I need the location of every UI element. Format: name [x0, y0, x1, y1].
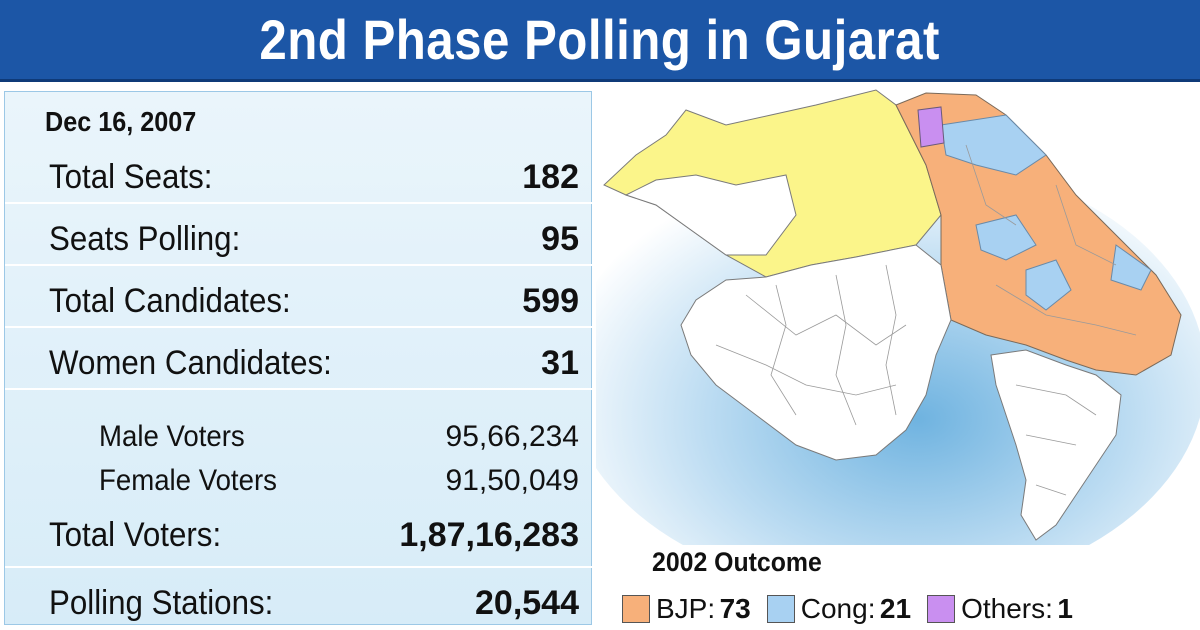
stat-label: Seats Polling: [49, 220, 241, 258]
region-cong-1 [940, 114, 1047, 176]
stat-label: Women Candidates: [49, 344, 332, 382]
legend: BJP: 73 Cong: 21 Others: 1 [622, 591, 1200, 627]
region-saurashtra [680, 244, 952, 461]
stat-value: 95,66,234 [445, 420, 579, 453]
stat-label: Total Seats: [49, 158, 213, 196]
region-cong-4 [1110, 244, 1152, 291]
region-cong-3 [1025, 259, 1072, 311]
gujarat-map [596, 85, 1200, 630]
legend-item-bjp: BJP: 73 [622, 593, 751, 625]
stat-label: Male Voters [99, 420, 245, 453]
region-cong-2 [975, 214, 1037, 261]
stat-row-male-voters: Male Voters 95,66,234 [5, 418, 593, 456]
stat-row-polling-stations: Polling Stations: 20,544 [5, 576, 593, 630]
map-graphic [596, 89, 1200, 545]
stat-value: 91,50,049 [445, 464, 579, 497]
legend-item-others: Others: 1 [927, 593, 1073, 625]
stat-value: 31 [541, 344, 579, 382]
stat-row-women-candidates: Women Candidates: 31 [5, 336, 593, 390]
content-area: Dec 16, 2007 Total Seats: 182 Seats Poll… [0, 85, 1200, 630]
legend-swatch-others [927, 595, 956, 623]
region-others [917, 106, 945, 148]
stat-value: 20,544 [475, 584, 579, 622]
stat-value: 1,87,16,283 [399, 516, 579, 554]
stat-label: Female Voters [99, 464, 277, 497]
poll-date: Dec 16, 2007 [45, 106, 197, 137]
stat-label: Polling Stations: [49, 584, 274, 622]
stat-value: 95 [541, 220, 579, 258]
page-title: 2nd Phase Polling in Gujarat [259, 8, 941, 71]
legend-label: Others: [961, 593, 1053, 624]
district-lines [715, 144, 1137, 496]
stat-value: 182 [522, 158, 579, 196]
stat-row-female-voters: Female Voters 91,50,049 [5, 462, 593, 500]
legend-value: 73 [719, 593, 751, 624]
stat-row-seats-polling: Seats Polling: 95 [5, 212, 593, 266]
stat-row-total-voters: Total Voters: 1,87,16,283 [5, 508, 593, 568]
stat-row-total-candidates: Total Candidates: 599 [5, 274, 593, 328]
stats-panel: Dec 16, 2007 Total Seats: 182 Seats Poll… [4, 91, 593, 625]
legend-swatch-bjp [622, 595, 650, 623]
stat-row-total-seats: Total Seats: 182 [5, 150, 593, 204]
legend-item-cong: Cong: 21 [766, 593, 912, 625]
stat-label: Total Candidates: [49, 282, 291, 320]
legend-value: 1 [1057, 593, 1073, 624]
legend-title: 2002 Outcome [652, 547, 822, 577]
legend-swatch-cong [766, 595, 795, 623]
region-south [990, 349, 1122, 541]
legend-value: 21 [879, 593, 912, 624]
stat-value: 599 [522, 282, 579, 320]
legend-label: Cong: [800, 593, 876, 624]
legend-label: BJP: [656, 593, 716, 624]
title-banner: 2nd Phase Polling in Gujarat [0, 0, 1200, 82]
stat-label: Total Voters: [49, 516, 222, 554]
region-kutch-interior [624, 174, 797, 256]
